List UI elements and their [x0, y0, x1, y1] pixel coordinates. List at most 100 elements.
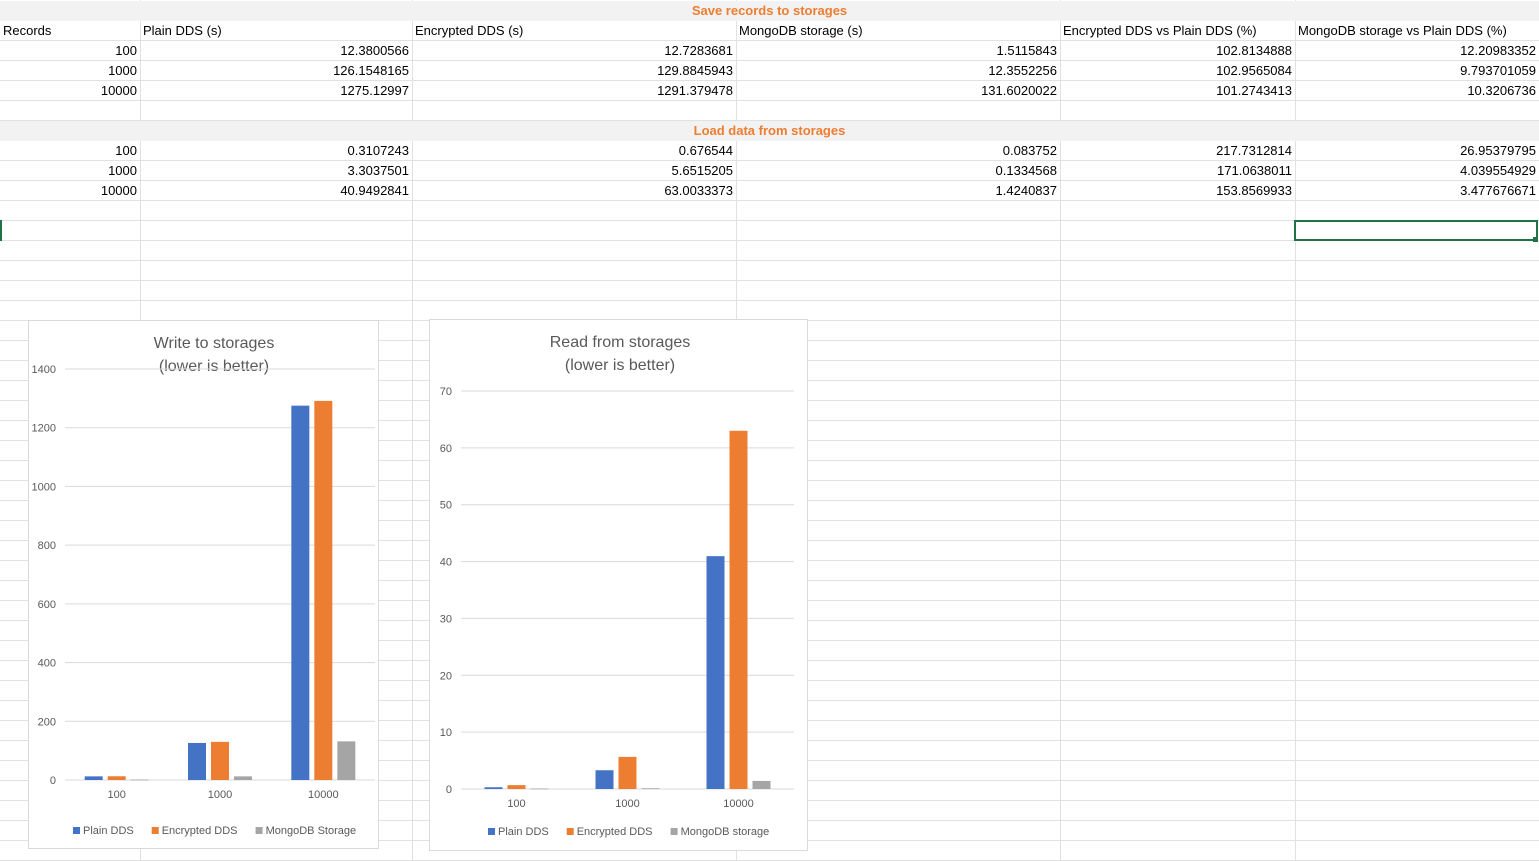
data-cell[interactable]: 40.9492841 [340, 183, 409, 198]
section-title-load[interactable]: Load data from storages [693, 123, 846, 138]
data-cell[interactable]: 12.20983352 [1460, 43, 1536, 58]
data-cell[interactable]: 102.8134888 [1216, 43, 1292, 58]
bar-mongodb-storage [337, 741, 356, 780]
y-tick-label: 60 [440, 443, 452, 455]
legend-label: MongoDB Storage [266, 825, 357, 837]
data-cell[interactable]: 26.95379795 [1460, 143, 1536, 158]
bar-mongodb-storage [234, 776, 252, 780]
x-tick-label: 1000 [208, 789, 232, 801]
data-cell[interactable]: 0.676544 [678, 143, 733, 158]
data-cell[interactable]: 12.7283681 [664, 43, 733, 58]
row-gridline [0, 260, 1539, 261]
chart-read-from-storages[interactable]: Read from storages (lower is better) 0 10 20… [429, 319, 808, 851]
data-cell[interactable]: 3.3037501 [347, 163, 409, 178]
row-gridline [0, 120, 1539, 121]
data-cell[interactable]: 171.0638011 [1217, 163, 1292, 178]
y-tick-label: 30 [440, 613, 452, 625]
data-cell[interactable]: 1000 [108, 163, 137, 178]
legend-swatch [566, 828, 574, 835]
bar-mongodb-storage [752, 780, 771, 789]
legend-label: Plain DDS [498, 826, 549, 838]
legend-swatch [73, 827, 80, 834]
data-cell[interactable]: 3.477676671 [1460, 183, 1536, 198]
bar-mongodb-storage [530, 788, 549, 790]
chart-title: Write to storages [154, 335, 275, 352]
x-tick-label: 100 [507, 798, 525, 810]
row-gridline [0, 160, 1539, 161]
header-cell[interactable]: Records [3, 23, 52, 38]
header-cell[interactable]: Plain DDS (s) [143, 23, 222, 38]
column-gridline [412, 0, 413, 861]
data-cell[interactable]: 100 [115, 143, 137, 158]
bar-plain-dds [484, 787, 503, 789]
bar-plain-dds [84, 776, 103, 780]
data-cell[interactable]: 1275.12997 [340, 83, 409, 98]
legend-label: Encrypted DDS [577, 826, 653, 838]
row-gridline [0, 280, 1539, 281]
y-tick-label: 1200 [32, 423, 56, 435]
bar-encrypted-dds [729, 430, 748, 789]
y-tick-label: 400 [38, 658, 56, 670]
data-cell[interactable]: 0.1334568 [995, 163, 1057, 178]
legend-label: Plain DDS [83, 825, 134, 837]
data-cell[interactable]: 9.793701059 [1460, 63, 1536, 78]
data-cell[interactable]: 153.8569933 [1216, 183, 1292, 198]
data-cell[interactable]: 1.4240837 [995, 183, 1057, 198]
bar-plain-dds [706, 556, 725, 789]
data-cell[interactable]: 12.3552256 [988, 63, 1057, 78]
data-cell[interactable]: 102.9565084 [1216, 63, 1292, 78]
data-cell[interactable]: 12.3800566 [340, 43, 409, 58]
data-cell[interactable]: 5.6515205 [671, 163, 733, 178]
bar-plain-dds [188, 742, 206, 780]
y-tick-label: 50 [440, 500, 452, 512]
data-cell[interactable]: 101.2743413 [1216, 83, 1292, 98]
data-cell[interactable]: 1.5115843 [996, 43, 1058, 58]
data-cell[interactable]: 10000 [100, 83, 137, 98]
header-cell[interactable]: MongoDB storage vs Plain DDS (%) [1298, 23, 1507, 38]
header-cell[interactable]: Encrypted DDS (s) [415, 23, 524, 38]
row-gridline [0, 180, 1539, 181]
data-cell[interactable]: 1291.379478 [657, 83, 733, 98]
fill-handle[interactable] [1533, 237, 1538, 242]
data-cell[interactable]: 10000 [100, 183, 137, 198]
bar-mongodb-storage [641, 788, 660, 790]
row-gridline [0, 220, 1539, 221]
data-cell[interactable]: 126.1548165 [333, 63, 409, 78]
section-title-save[interactable]: Save records to storages [691, 3, 848, 18]
bar-encrypted-dds [507, 785, 526, 789]
active-row-marker [0, 220, 2, 241]
selected-cell[interactable] [1294, 220, 1538, 241]
bar-mongodb-storage [130, 779, 149, 781]
data-cell[interactable]: 0.3107243 [347, 143, 409, 158]
header-cell[interactable]: Encrypted DDS vs Plain DDS (%) [1063, 23, 1257, 38]
x-tick-label: 10000 [308, 789, 339, 801]
data-cell[interactable]: 131.6020022 [981, 83, 1057, 98]
bar-encrypted-dds [211, 741, 229, 780]
chart-title: Read from storages [550, 334, 691, 351]
data-cell[interactable]: 4.039554929 [1460, 163, 1536, 178]
bar-encrypted-dds [314, 400, 333, 780]
header-cell[interactable]: MongoDB storage (s) [739, 23, 863, 38]
data-cell[interactable]: 0.083752 [1002, 143, 1057, 158]
column-gridline [1295, 0, 1296, 861]
write-chart-svg: Write to storages (lower is better) 0 200 40… [32, 335, 375, 837]
chart-write-to-storages[interactable]: Write to storages (lower is better) 0 200 40… [28, 320, 379, 849]
row-gridline [0, 240, 1539, 241]
y-tick-label: 40 [440, 557, 452, 569]
legend-swatch [670, 828, 678, 835]
y-tick-label: 20 [440, 670, 452, 682]
y-tick-label: 1400 [32, 364, 56, 376]
row-gridline [0, 300, 1539, 301]
data-cell[interactable]: 1000 [108, 63, 137, 78]
data-cell[interactable]: 63.0033373 [664, 183, 733, 198]
y-tick-label: 600 [38, 599, 56, 611]
bar-encrypted-dds [107, 776, 126, 780]
data-cell[interactable]: 129.8845943 [657, 63, 733, 78]
data-cell[interactable]: 100 [115, 43, 137, 58]
data-cell[interactable]: 217.7312814 [1216, 143, 1292, 158]
y-tick-label: 0 [50, 775, 56, 787]
row-gridline [0, 60, 1539, 61]
data-cell[interactable]: 10.3206736 [1467, 83, 1536, 98]
bar-encrypted-dds [618, 756, 637, 789]
chart-title: (lower is better) [159, 358, 269, 375]
